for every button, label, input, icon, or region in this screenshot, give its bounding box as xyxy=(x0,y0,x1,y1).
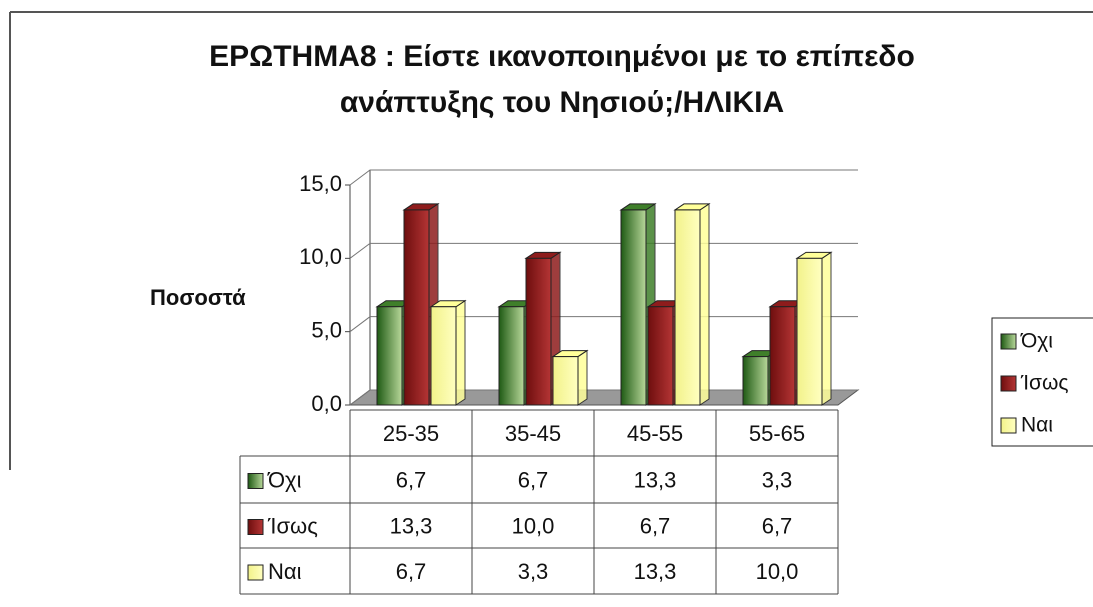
bar-side xyxy=(577,349,588,406)
plot: 0,0 5,0 10,0 15,0 25-35 35-45 45-55 55-65 Όχι 6,7… xyxy=(239,169,1093,595)
table-legend-key xyxy=(247,519,264,535)
bar xyxy=(376,306,403,406)
bar xyxy=(552,356,579,406)
legend-label: Ναι xyxy=(1021,414,1053,437)
y-axis-label: Ποσοστά xyxy=(150,285,246,310)
legend-label: Όχι xyxy=(1020,330,1053,353)
data-label: 10,0 xyxy=(512,513,555,538)
table-row-label: Όχι xyxy=(267,467,302,492)
table-legend-key xyxy=(247,473,264,489)
x-tick-label: 35-45 xyxy=(505,421,561,446)
bar-side xyxy=(821,251,832,406)
table-row-label: Ναι xyxy=(268,559,302,584)
data-label: 6,7 xyxy=(396,559,427,584)
legend-label: Ίσως xyxy=(1020,372,1069,395)
data-label: 10,0 xyxy=(756,559,799,584)
data-label: 13,3 xyxy=(634,559,677,584)
data-label: 6,7 xyxy=(396,467,427,492)
data-label: 6,7 xyxy=(640,513,671,538)
table-legend-key xyxy=(247,564,264,581)
legend-key xyxy=(1000,333,1017,350)
x-tick-label: 25-35 xyxy=(383,421,439,446)
y-tick-label: 5,0 xyxy=(311,317,342,342)
bar xyxy=(525,257,552,406)
legend-key xyxy=(1000,375,1017,392)
data-label: 6,7 xyxy=(762,513,793,538)
data-label: 6,7 xyxy=(518,467,549,492)
bar xyxy=(620,209,647,406)
chart-title: ΕΡΩΤΗΜΑ8 : Είστε ικανοποιημένοι με το επ… xyxy=(209,40,915,73)
bar xyxy=(498,306,525,406)
chart-title: ανάπτυξης του Νησιού;/ΗΛΙΚΙΑ xyxy=(340,86,784,119)
x-tick-label: 55-65 xyxy=(749,421,805,446)
bar-side xyxy=(455,299,466,406)
bar xyxy=(742,356,769,406)
data-label: 13,3 xyxy=(390,513,433,538)
back-wall xyxy=(370,170,858,390)
data-label: 13,3 xyxy=(634,467,677,492)
table-row-label: Ίσως xyxy=(267,513,318,538)
y-tick-label: 0,0 xyxy=(311,391,342,416)
y-tick-label: 15,0 xyxy=(299,171,342,196)
bar-side xyxy=(699,202,710,406)
bar xyxy=(403,209,430,406)
bar xyxy=(430,306,457,406)
bar xyxy=(647,306,674,406)
bar xyxy=(769,306,796,406)
x-tick-label: 45-55 xyxy=(627,421,683,446)
bar xyxy=(796,257,823,406)
data-label: 3,3 xyxy=(762,467,793,492)
data-label: 3,3 xyxy=(518,559,549,584)
bar xyxy=(674,209,701,406)
grid-line xyxy=(349,169,858,186)
legend-key xyxy=(1000,417,1017,434)
y-tick-label: 10,0 xyxy=(299,244,342,269)
